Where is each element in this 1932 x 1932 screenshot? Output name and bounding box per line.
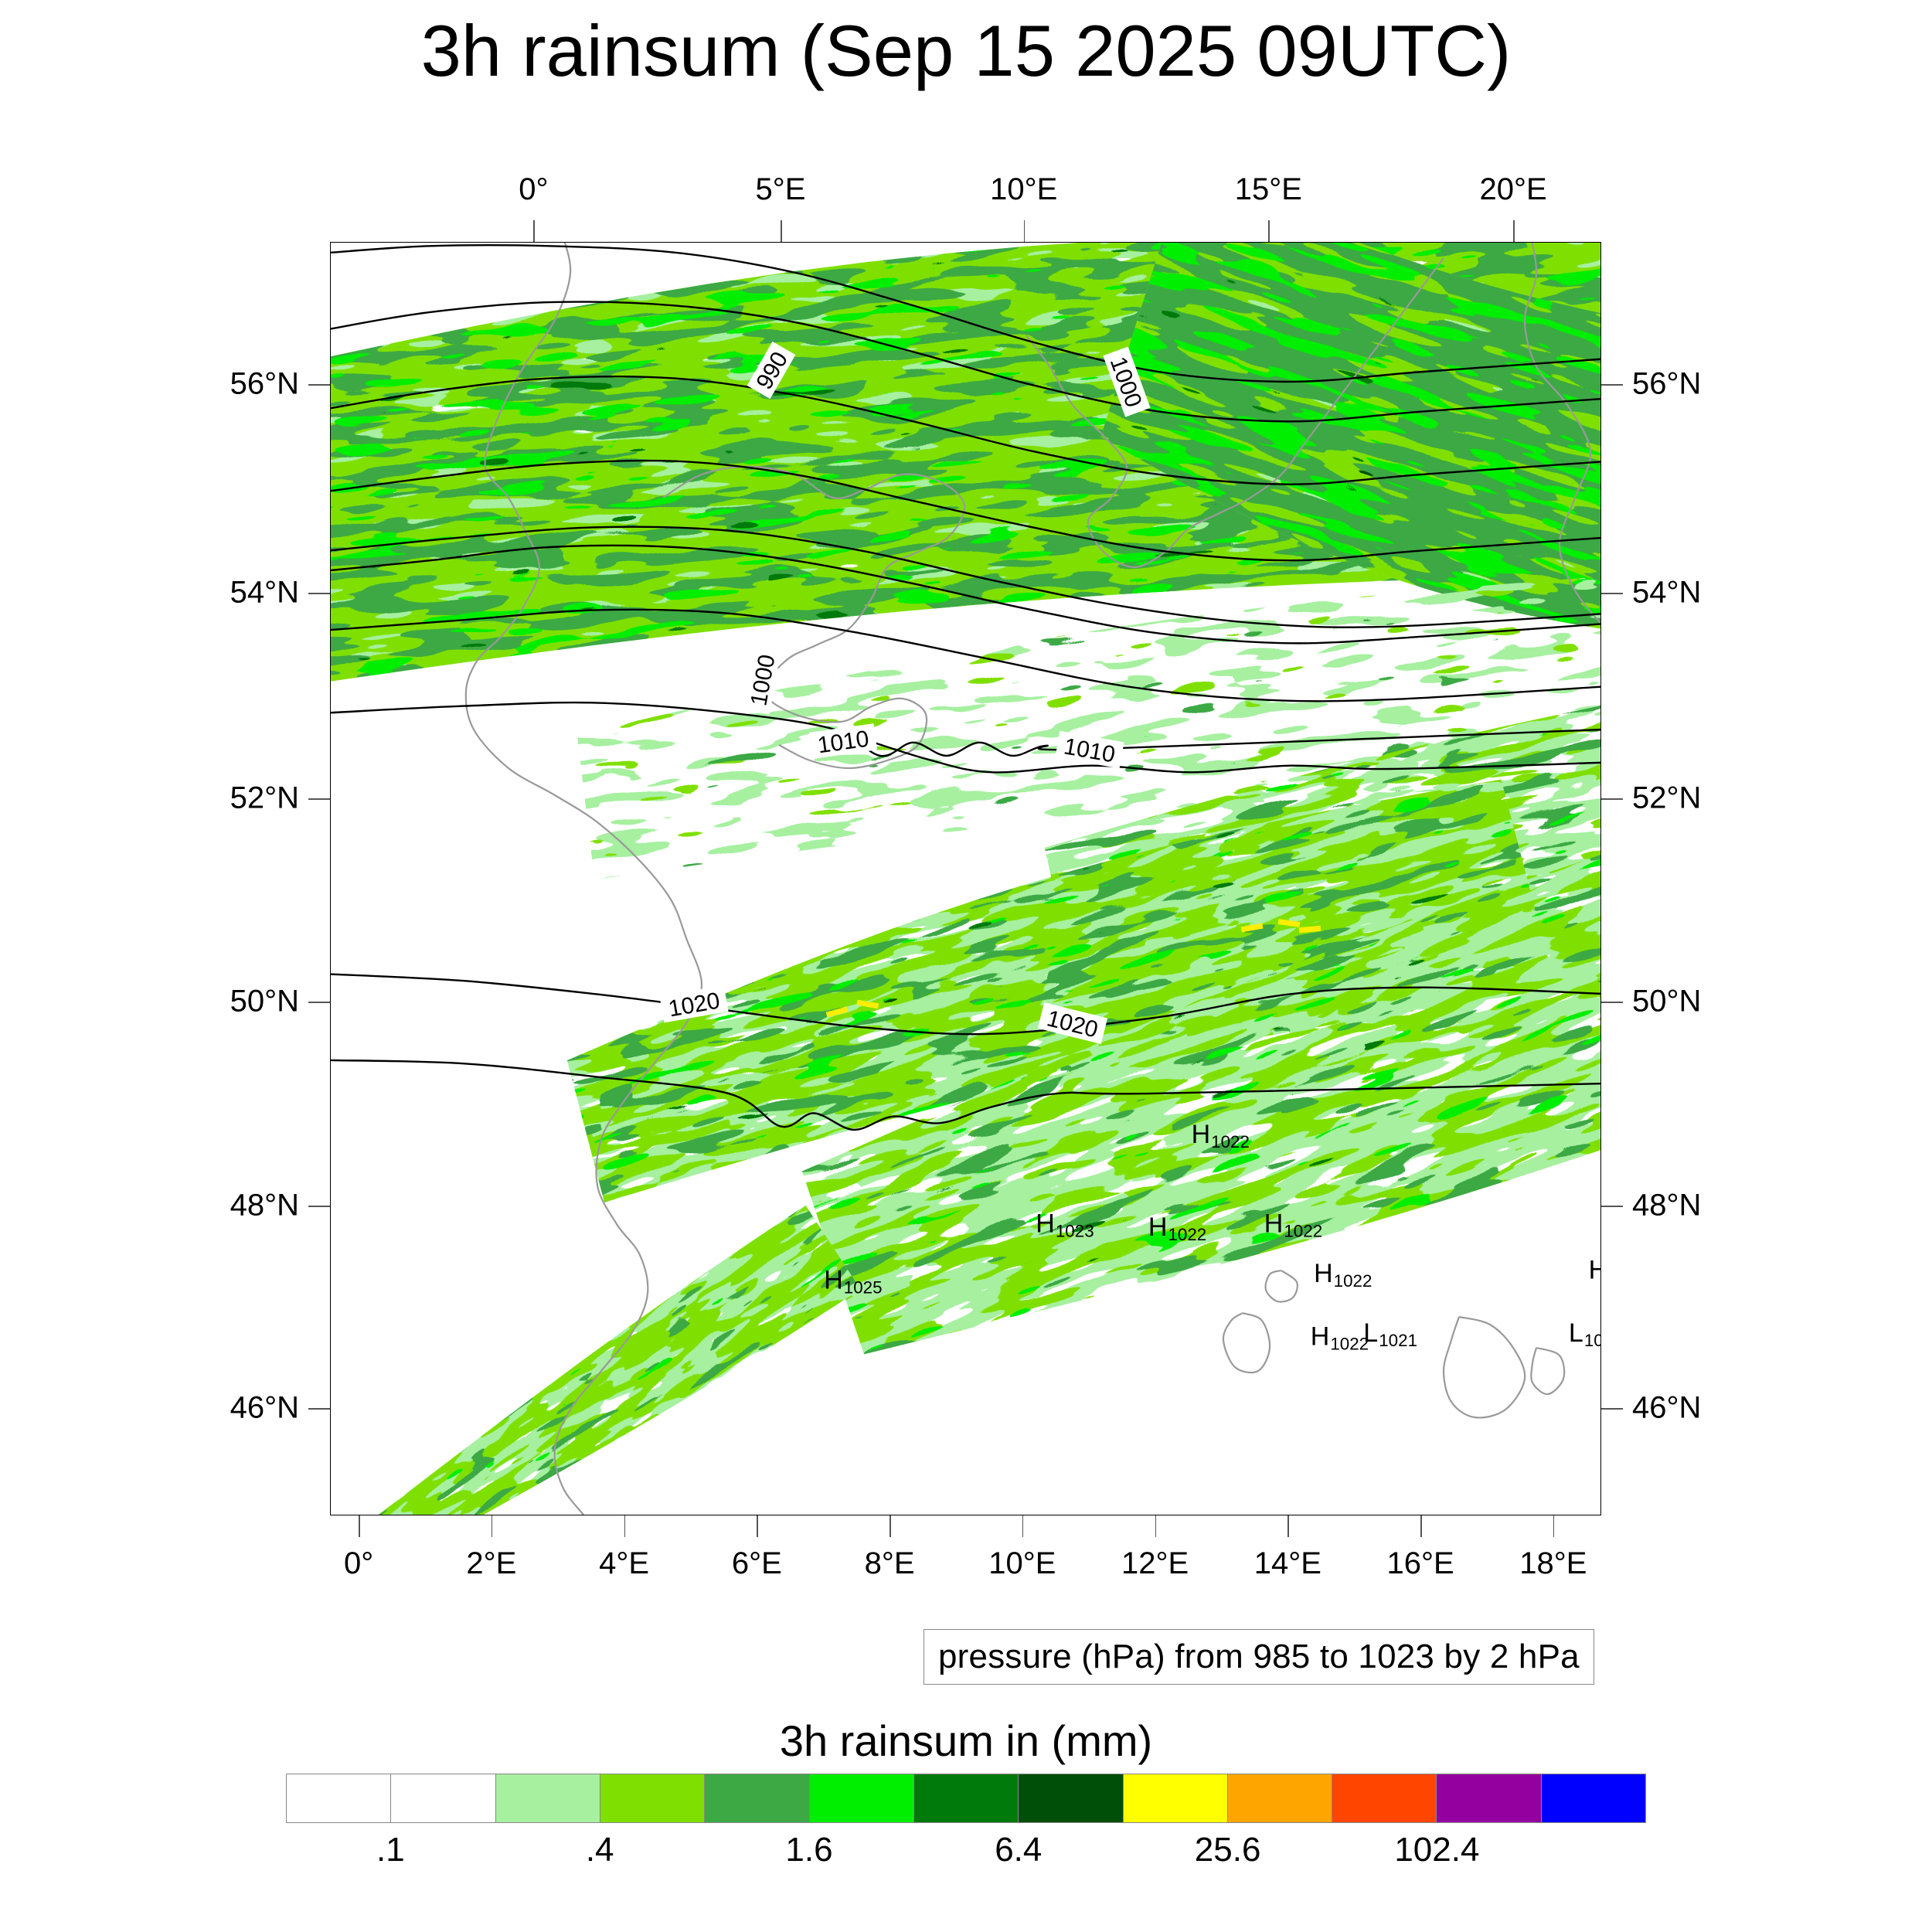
svg-text:H1022: H1022	[1589, 1256, 1601, 1287]
svg-text:L1021: L1021	[1363, 1318, 1417, 1350]
svg-text:H1022: H1022	[1314, 1259, 1372, 1291]
svg-text:L1021: L1021	[1569, 1318, 1601, 1350]
svg-text:H1022: H1022	[1311, 1321, 1369, 1353]
